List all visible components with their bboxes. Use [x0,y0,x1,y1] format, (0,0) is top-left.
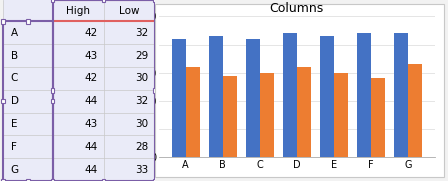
Bar [153,0,156,2]
Text: 29: 29 [135,50,148,60]
Text: Low: Low [119,6,139,16]
Text: 30: 30 [135,73,148,83]
Bar [371,78,385,157]
Text: 44: 44 [84,142,97,152]
Text: F: F [11,142,17,152]
Bar [283,33,297,157]
Bar [3,0,52,181]
Text: B: B [11,50,18,60]
Text: 44: 44 [84,165,97,175]
Bar [1,19,5,24]
Text: 42: 42 [84,28,97,38]
Bar [334,73,348,157]
Text: D: D [11,96,19,106]
Bar [153,179,156,181]
Text: 44: 44 [84,96,97,106]
Text: G: G [11,165,19,175]
Bar [26,19,30,24]
Bar [246,39,260,157]
Bar [185,67,200,157]
Bar [260,73,274,157]
Bar [297,67,311,157]
Bar [51,99,55,103]
Bar [26,179,30,181]
Text: 33: 33 [135,165,148,175]
Bar [51,179,55,181]
Text: 43: 43 [84,50,97,60]
Bar [153,88,156,93]
Text: 43: 43 [84,119,97,129]
Bar [223,76,237,157]
Text: 32: 32 [135,28,148,38]
Text: E: E [11,119,17,129]
Bar [394,33,408,157]
Bar [172,39,185,157]
Text: 30: 30 [135,119,148,129]
Bar [52,0,155,181]
Text: A: A [11,28,18,38]
Bar [1,179,5,181]
Text: 32: 32 [135,96,148,106]
Bar [51,88,55,93]
Bar [408,64,422,157]
Bar [357,33,371,157]
Bar [102,0,105,2]
Title: Columns: Columns [270,2,324,15]
Bar [102,179,105,181]
Bar [1,99,5,103]
Text: High: High [66,6,90,16]
Text: 42: 42 [84,73,97,83]
Text: 28: 28 [135,142,148,152]
Bar [320,36,334,157]
Bar [51,0,55,2]
Text: C: C [11,73,18,83]
Bar [209,36,223,157]
